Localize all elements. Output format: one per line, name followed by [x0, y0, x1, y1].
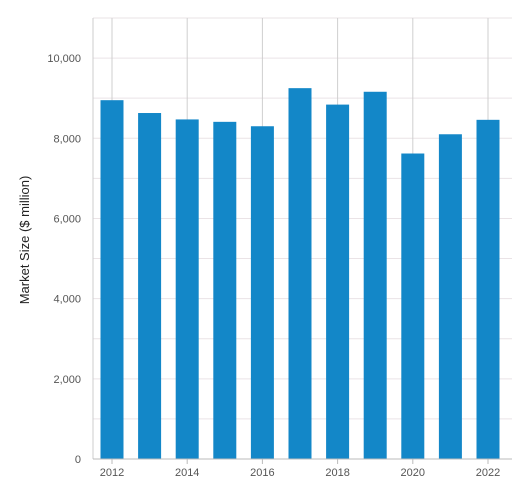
bar-2012	[100, 100, 124, 459]
y-tick-label: 0	[75, 454, 81, 466]
y-tick-label: 8,000	[53, 133, 81, 145]
bar-2021	[438, 134, 462, 459]
y-tick-label: 10,000	[47, 53, 81, 65]
bar-2019	[363, 91, 387, 459]
axis-layer: 0 2,000 4,000 6,000 8,000 10,000 2012 2014 2016 2…	[47, 18, 512, 479]
x-tick-label: 2014	[175, 467, 199, 479]
bar-2014	[175, 119, 199, 460]
y-axis-title: Market Size ($ million)	[17, 176, 32, 305]
bar-2018	[326, 104, 350, 459]
y-tick-label: 4,000	[53, 294, 81, 306]
bar-2020	[401, 153, 425, 460]
bar-2022	[476, 119, 500, 460]
x-tick-label: 2022	[476, 467, 500, 479]
x-tick-label: 2020	[401, 467, 425, 479]
x-tick-label: 2012	[100, 467, 124, 479]
y-tick-label: 2,000	[53, 374, 81, 386]
bar-2017	[288, 88, 312, 459]
y-tick-label: 6,000	[53, 213, 81, 225]
x-tick-label: 2018	[325, 467, 349, 479]
bar-2013	[138, 113, 162, 460]
x-tick-label: 2016	[250, 467, 274, 479]
bar-2016	[250, 126, 274, 459]
bars-layer	[100, 88, 500, 460]
bar-2015	[213, 121, 237, 460]
